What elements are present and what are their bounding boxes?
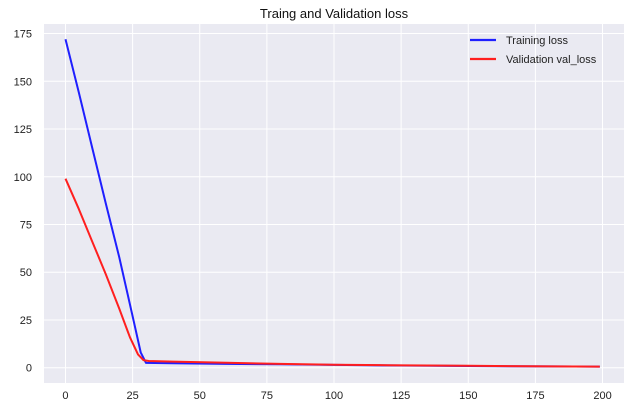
series-lines [64, 39, 600, 368]
y-tick-label: 150 [14, 76, 32, 88]
chart-title: Traing and Validation loss [260, 6, 409, 21]
y-tick-label: 0 [26, 363, 32, 375]
y-axis-ticks: 0 25 50 75 100 125 150 175 [14, 29, 32, 375]
x-tick-label: 175 [526, 390, 544, 402]
x-tick-label: 200 [593, 390, 611, 402]
x-tick-label: 25 [126, 390, 138, 402]
x-tick-label: 125 [392, 390, 410, 402]
x-tick-label: 150 [459, 390, 477, 402]
x-tick-label: 0 [62, 390, 68, 402]
y-tick-label: 125 [14, 124, 32, 136]
y-tick-label: 50 [20, 267, 32, 279]
y-tick-label: 75 [20, 220, 32, 232]
y-tick-label: 25 [20, 315, 32, 327]
grid-lines [44, 24, 624, 383]
legend-label-0: Training loss [506, 35, 568, 47]
x-tick-label: 100 [325, 390, 343, 402]
series-line-1 [64, 178, 600, 368]
x-tick-label: 50 [194, 390, 206, 402]
y-tick-label: 100 [14, 172, 32, 184]
y-tick-label: 175 [14, 29, 32, 41]
legend-label-1: Validation val_loss [506, 54, 597, 66]
x-axis-ticks: 0 25 50 75 100 125 150 175 200 [62, 390, 611, 402]
x-tick-label: 75 [261, 390, 273, 402]
legend: Training loss Validation val_loss [470, 35, 597, 66]
